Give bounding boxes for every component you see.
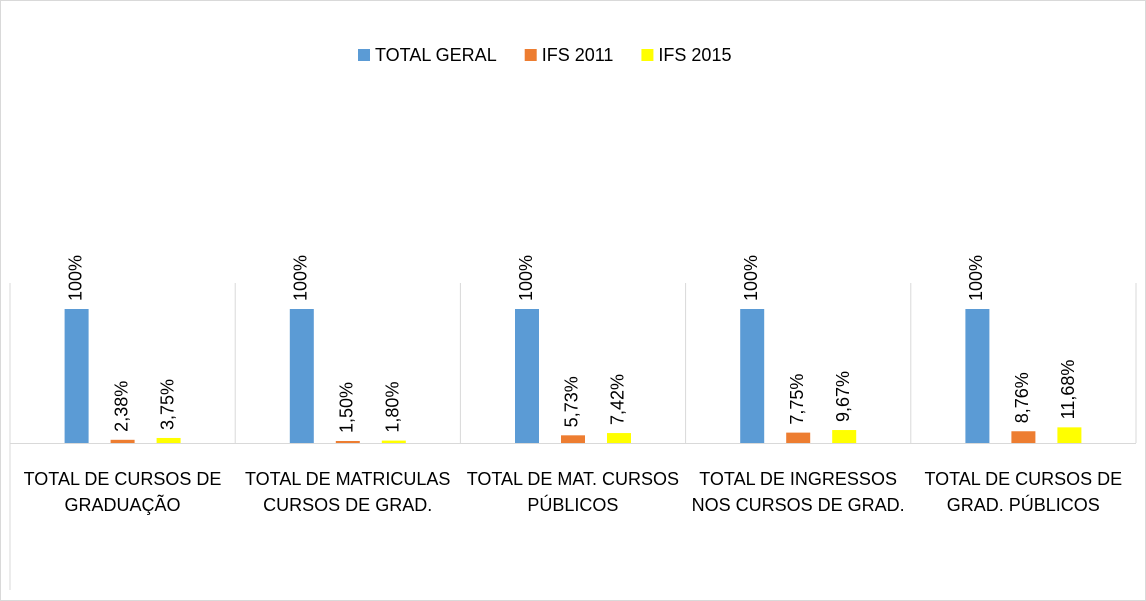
legend-label: TOTAL GERAL (375, 45, 497, 65)
data-label: 100% (741, 255, 761, 301)
bar (515, 309, 539, 443)
data-label: 11,68% (1058, 360, 1078, 420)
bar (156, 437, 181, 443)
x-tick-label: TOTAL DE INGRESSOS NOS CURSOS DE GRAD. (691, 469, 905, 515)
bar (64, 309, 89, 443)
data-label: 3,75% (157, 379, 177, 430)
data-label: 2,38% (111, 381, 131, 432)
data-label: 7,75% (787, 374, 807, 425)
x-tick-label: TOTAL DE MAT. CURSOS PÚBLICOS (466, 469, 680, 515)
bar (110, 439, 135, 443)
bar (786, 432, 811, 443)
data-label: 7,42% (608, 374, 628, 425)
bar (1057, 427, 1082, 443)
data-label: 100% (291, 255, 311, 301)
bar (1011, 431, 1036, 443)
legend-swatch (641, 49, 654, 61)
x-tick-label: TOTAL DE MATRICULAS CURSOS DE GRAD. (245, 469, 451, 515)
legend-swatch (524, 49, 537, 61)
bar (561, 435, 585, 443)
data-label: 5,73% (562, 376, 582, 427)
data-label: 100% (65, 255, 85, 301)
x-tick-label: TOTAL DE CURSOS DE GRAD. PÚBLICOS (924, 469, 1123, 515)
data-label: 1,50% (337, 382, 357, 433)
bar (965, 309, 990, 443)
bar (335, 440, 360, 443)
bar (740, 309, 765, 443)
bar (832, 430, 857, 443)
bar (607, 433, 631, 443)
data-label: 100% (966, 255, 986, 301)
data-label: 1,80% (383, 382, 403, 433)
data-label: 100% (516, 255, 536, 301)
legend-label: IFS 2011 (542, 45, 614, 65)
bar (381, 440, 406, 443)
bar (289, 309, 314, 443)
legend-label: IFS 2015 (658, 45, 731, 65)
data-label: 9,67% (833, 371, 853, 422)
data-label: 8,76% (1012, 372, 1032, 423)
x-tick-label: TOTAL DE CURSOS DE GRADUAÇÃO (23, 469, 222, 515)
legend-swatch (358, 49, 370, 61)
